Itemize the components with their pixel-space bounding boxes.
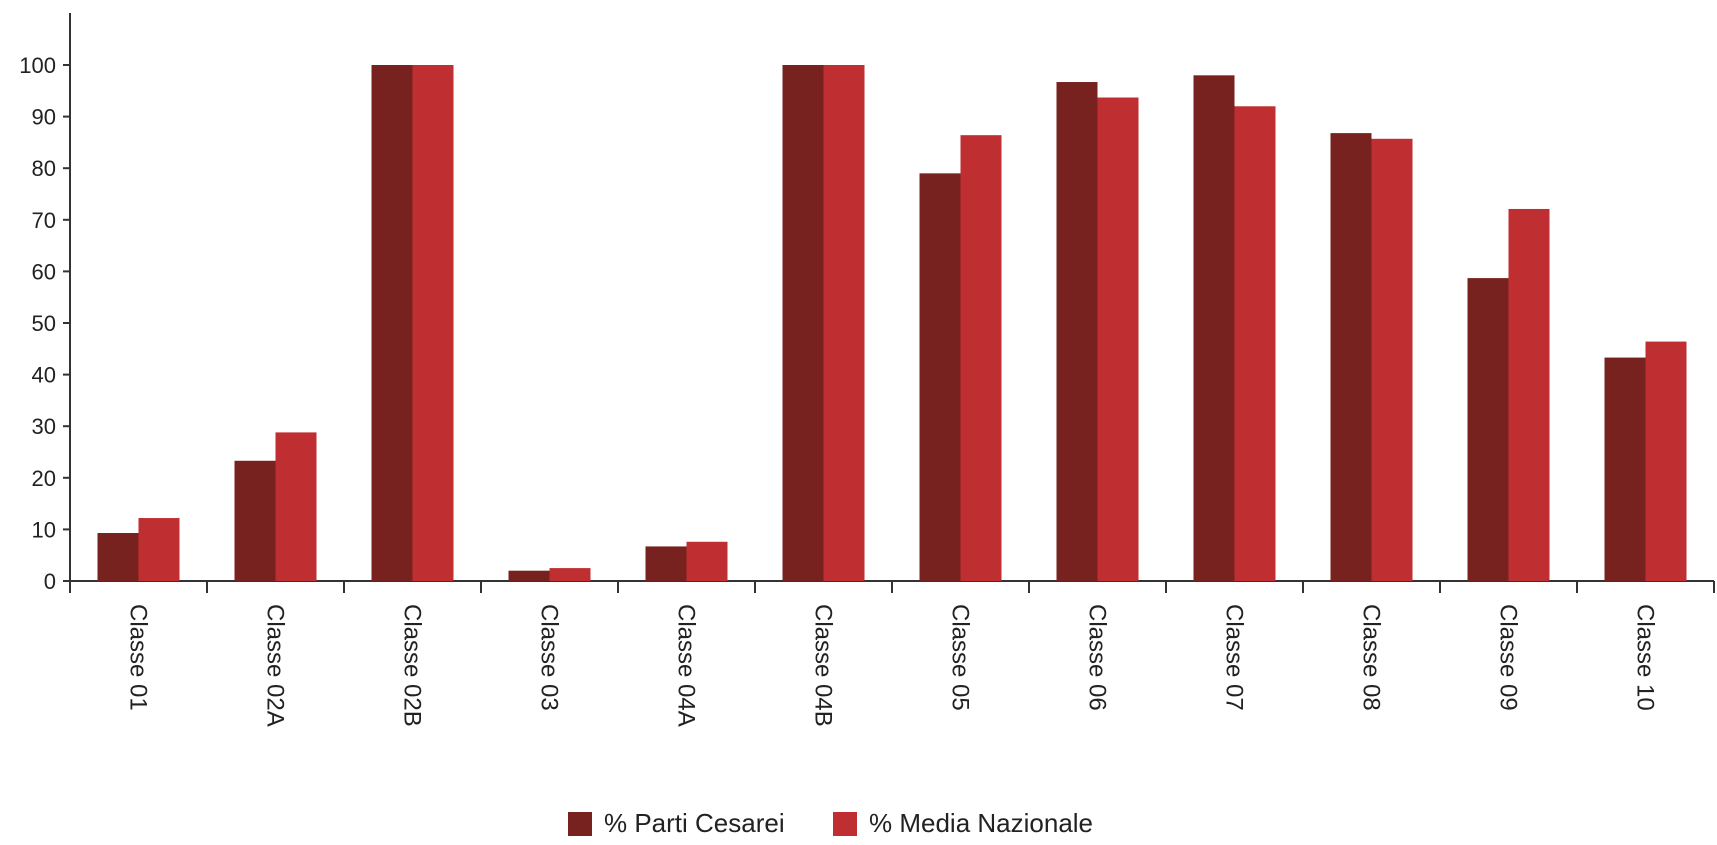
bar-media-nazionale-1	[138, 518, 180, 581]
x-tick-label: Classe 06	[1084, 604, 1111, 711]
x-tick-label: Classe 02A	[262, 604, 289, 727]
bar-parti-cesarei-4	[508, 570, 550, 581]
y-tick-label: 100	[19, 53, 56, 78]
y-tick-label: 70	[32, 208, 56, 233]
x-tick-label: Classe 02B	[399, 604, 426, 727]
x-tick-labels: Classe 01 Classe 02A Classe 02B Classe 03 Cl…	[125, 604, 1659, 727]
y-ticks: 0 10 20 30 40 50 60 70 80 90 100	[19, 53, 70, 594]
bar-media-nazionale-9	[1234, 106, 1276, 581]
bar-media-nazionale-10	[1371, 138, 1413, 581]
bar-media-nazionale-6	[823, 65, 865, 581]
bar-parti-cesarei-5	[645, 546, 687, 581]
legend-swatch-1	[568, 812, 592, 836]
y-tick-label: 50	[32, 311, 56, 336]
bar-media-nazionale-8	[1097, 97, 1139, 582]
bar-parti-cesarei-11	[1467, 278, 1509, 581]
bar-media-nazionale-7	[960, 135, 1002, 581]
x-tick-label: Classe 05	[947, 604, 974, 711]
x-tick-label: Classe 09	[1495, 604, 1522, 711]
bar-parti-cesarei-9	[1193, 75, 1235, 581]
bar-media-nazionale-11	[1508, 208, 1550, 582]
bars	[97, 65, 1687, 582]
bar-parti-cesarei-6	[782, 65, 824, 581]
legend-label-2: % Media Nazionale	[869, 808, 1093, 838]
bar-media-nazionale-2	[275, 432, 317, 581]
x-tick-label: Classe 04B	[810, 604, 837, 727]
bar-parti-cesarei-12	[1604, 357, 1646, 581]
bar-media-nazionale-3	[412, 65, 454, 581]
y-tick-label: 40	[32, 363, 56, 388]
y-tick-label: 60	[32, 259, 56, 284]
bar-parti-cesarei-3	[371, 65, 413, 581]
bar-media-nazionale-5	[686, 541, 728, 581]
bar-parti-cesarei-8	[1056, 82, 1098, 581]
legend-label-1: % Parti Cesarei	[604, 808, 785, 838]
y-tick-label: 30	[32, 414, 56, 439]
y-tick-label: 10	[32, 517, 56, 542]
y-tick-label: 0	[44, 569, 56, 594]
axes	[69, 13, 1715, 593]
x-tick-label: Classe 04A	[673, 604, 700, 727]
x-tick-label: Classe 03	[536, 604, 563, 711]
bar-parti-cesarei-1	[97, 533, 139, 581]
x-tick-label: Classe 10	[1632, 604, 1659, 711]
y-tick-label: 90	[32, 105, 56, 130]
x-tick-label: Classe 01	[125, 604, 152, 711]
x-tick-label: Classe 07	[1221, 604, 1248, 711]
legend: % Parti Cesarei % Media Nazionale	[568, 808, 1093, 838]
y-tick-label: 20	[32, 466, 56, 491]
y-tick-label: 80	[32, 156, 56, 181]
legend-swatch-2	[833, 812, 857, 836]
bar-media-nazionale-12	[1645, 341, 1687, 581]
bar-parti-cesarei-10	[1330, 133, 1372, 581]
bar-parti-cesarei-7	[919, 173, 961, 582]
bar-parti-cesarei-2	[234, 460, 276, 581]
bar-media-nazionale-4	[549, 568, 591, 581]
x-tick-label: Classe 08	[1358, 604, 1385, 711]
